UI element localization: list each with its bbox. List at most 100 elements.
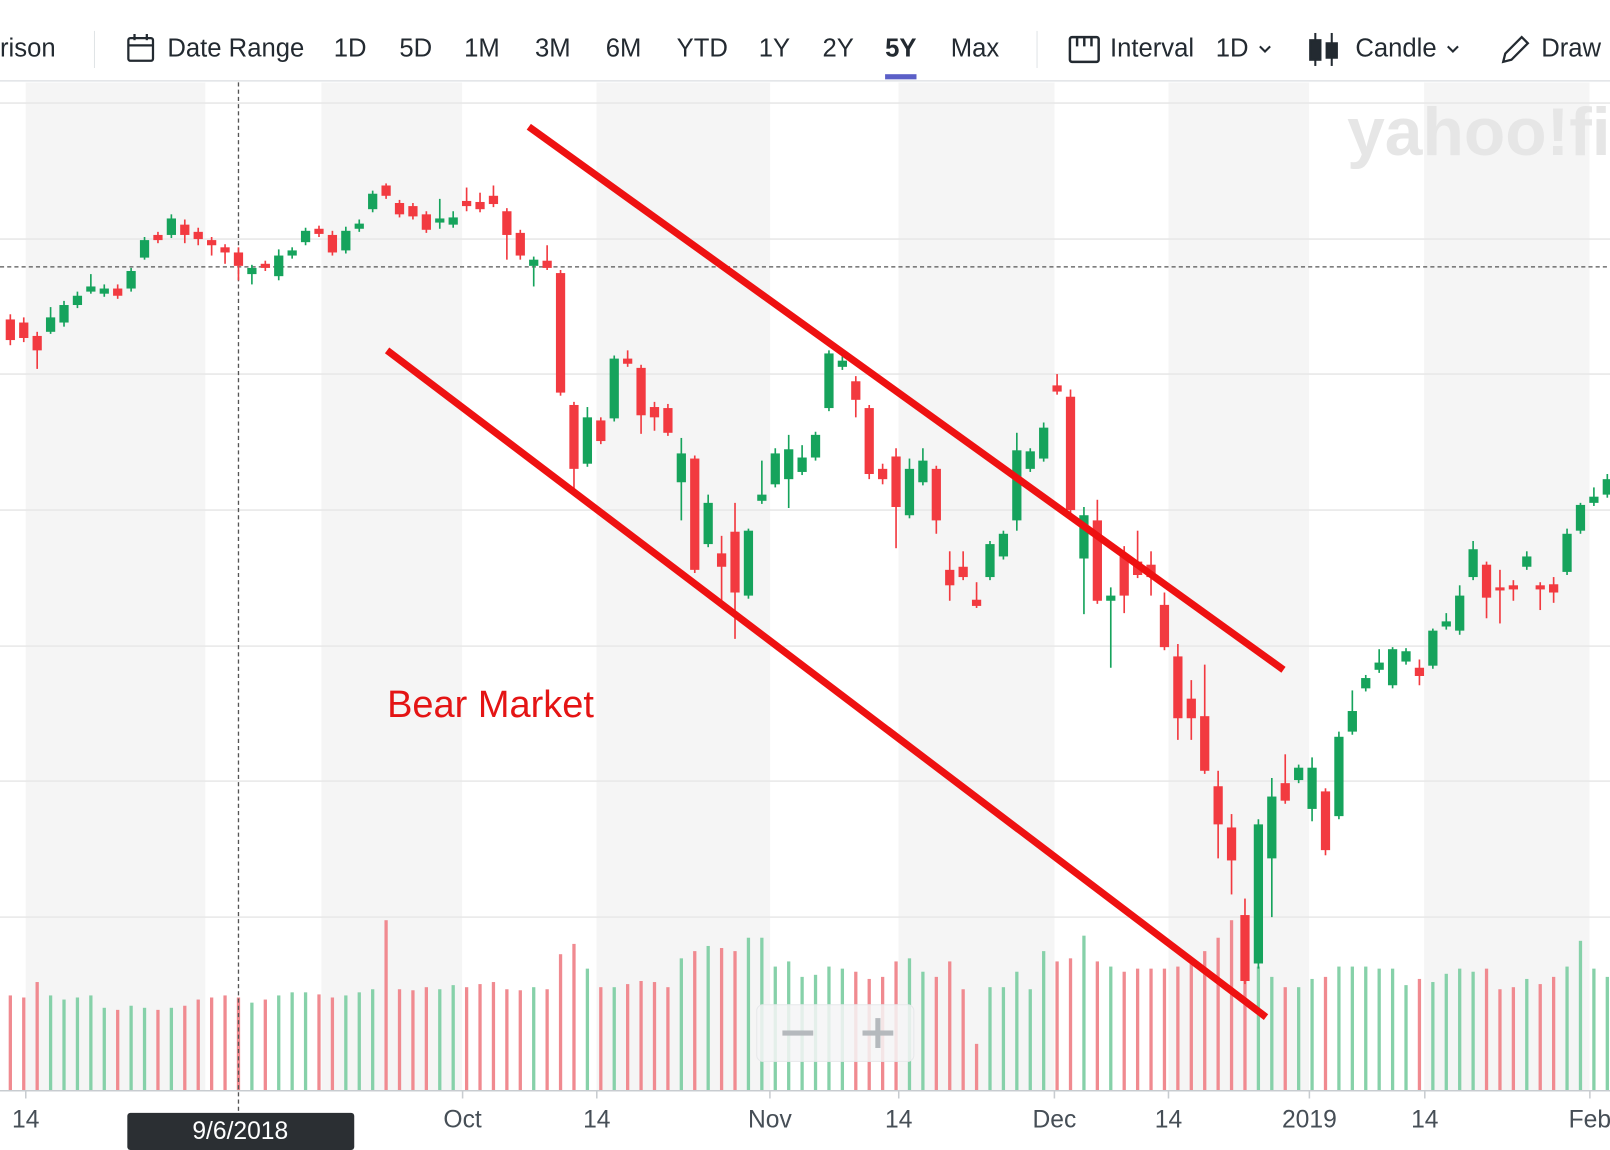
candle-body bbox=[1280, 783, 1290, 801]
volume-bar bbox=[169, 1007, 174, 1091]
volume-bar bbox=[1525, 978, 1529, 1091]
volume-bar bbox=[1256, 966, 1261, 1091]
range-button[interactable]: 1M bbox=[464, 34, 500, 62]
volume-bar bbox=[558, 954, 563, 1091]
candle-body bbox=[958, 566, 968, 578]
range-button[interactable]: 5D bbox=[399, 34, 432, 62]
candle-body bbox=[1428, 630, 1438, 666]
volume-bar bbox=[22, 997, 26, 1091]
range-button[interactable]: YTD bbox=[677, 34, 728, 62]
range-button[interactable]: 1D bbox=[334, 34, 367, 62]
volume-bar bbox=[116, 1009, 120, 1091]
volume-bar bbox=[1417, 978, 1422, 1091]
candle-body bbox=[971, 599, 982, 606]
candle-body bbox=[1267, 796, 1277, 859]
interval-value[interactable]: 1D bbox=[1216, 34, 1249, 62]
volume-bar bbox=[411, 990, 415, 1091]
volume-bar bbox=[1592, 968, 1596, 1091]
date-range[interactable]: Date Range bbox=[167, 34, 304, 62]
volume-bar bbox=[1498, 989, 1502, 1091]
candle-body bbox=[45, 317, 56, 332]
draw[interactable]: Draw bbox=[1541, 34, 1601, 62]
period-shade bbox=[1168, 82, 1310, 1091]
volume-bar bbox=[1565, 966, 1569, 1091]
candle-body bbox=[1468, 549, 1478, 578]
volume-bar bbox=[196, 999, 200, 1091]
candle-body bbox=[985, 544, 995, 578]
volume-bar bbox=[572, 943, 576, 1091]
candle-body bbox=[1361, 678, 1371, 689]
volume-bar bbox=[424, 987, 428, 1091]
candle-body bbox=[233, 252, 244, 266]
candle-body bbox=[904, 468, 915, 516]
volume-bar bbox=[639, 981, 643, 1091]
candle-body bbox=[19, 322, 29, 338]
candle-body bbox=[676, 453, 686, 483]
zoom-in-v[interactable] bbox=[875, 1018, 881, 1048]
candle-body bbox=[1401, 651, 1411, 662]
volume-bar bbox=[75, 997, 80, 1091]
x-tick-label: 2019 bbox=[1282, 1107, 1337, 1134]
volume-bar bbox=[1243, 940, 1247, 1091]
candle-body bbox=[1522, 556, 1532, 567]
candle-body bbox=[1200, 716, 1210, 771]
range-button[interactable]: Max bbox=[951, 34, 1000, 62]
volume-bar bbox=[478, 984, 482, 1091]
zoom-controls[interactable] bbox=[756, 1004, 915, 1062]
volume-bar bbox=[612, 987, 616, 1091]
volume-bar bbox=[652, 982, 657, 1091]
candle-body bbox=[1320, 791, 1331, 851]
x-tick-label: Nov bbox=[748, 1107, 792, 1134]
volume-bar bbox=[102, 1007, 106, 1091]
range-button[interactable]: 6M bbox=[606, 34, 642, 62]
candle-body bbox=[207, 240, 217, 246]
volume-bar bbox=[1122, 971, 1126, 1091]
candle-body bbox=[1535, 585, 1545, 590]
range-button[interactable]: 1Y bbox=[759, 34, 790, 62]
candle-body bbox=[1012, 450, 1022, 521]
interval-label[interactable]: Interval bbox=[1110, 34, 1194, 62]
candle-body bbox=[1495, 587, 1505, 591]
volume-bar bbox=[505, 989, 509, 1091]
trendline-lower bbox=[384, 347, 1269, 1020]
volume-bar bbox=[8, 995, 12, 1091]
volume-bar bbox=[1216, 937, 1220, 1091]
volume-bar bbox=[1229, 920, 1234, 1091]
range-button[interactable]: 5Y bbox=[885, 34, 916, 62]
candle-body bbox=[99, 288, 109, 294]
chart-style[interactable]: Candle bbox=[1355, 34, 1436, 62]
volume-bar bbox=[746, 937, 751, 1091]
volume-bar bbox=[35, 982, 39, 1091]
candle-body bbox=[824, 353, 834, 409]
candle-body bbox=[1441, 621, 1451, 627]
range-button[interactable]: 2Y bbox=[822, 34, 853, 62]
volume-bar bbox=[1270, 976, 1274, 1091]
volume-bar bbox=[518, 990, 522, 1091]
period-shade bbox=[596, 82, 771, 1091]
candle-body bbox=[555, 273, 566, 393]
zoom-out[interactable] bbox=[782, 1030, 814, 1036]
volume-bar bbox=[679, 958, 683, 1091]
volume-bar bbox=[1431, 982, 1435, 1091]
crosshair-date: 9/6/2018 bbox=[192, 1118, 288, 1145]
candle-body bbox=[1253, 824, 1264, 964]
x-tick-label: 14 bbox=[583, 1107, 610, 1134]
volume-bar bbox=[142, 1007, 147, 1091]
candle-body bbox=[851, 381, 861, 400]
comparison[interactable]: rison bbox=[0, 34, 56, 62]
volume-bar bbox=[1149, 968, 1153, 1091]
period-shade bbox=[1424, 82, 1590, 1091]
volume-bar bbox=[384, 920, 388, 1091]
candle-body bbox=[1374, 662, 1384, 670]
x-tick-label: 14 bbox=[1411, 1107, 1438, 1134]
volume-bar bbox=[666, 987, 670, 1091]
range-button[interactable]: 3M bbox=[535, 34, 571, 62]
candle-body bbox=[1387, 649, 1398, 686]
volume-bar bbox=[1551, 976, 1556, 1091]
candle-body bbox=[126, 271, 136, 289]
volume-bar bbox=[357, 992, 361, 1091]
candle-body bbox=[1508, 585, 1518, 590]
candle-body bbox=[354, 223, 364, 229]
x-tick-label: Oct bbox=[443, 1107, 481, 1134]
